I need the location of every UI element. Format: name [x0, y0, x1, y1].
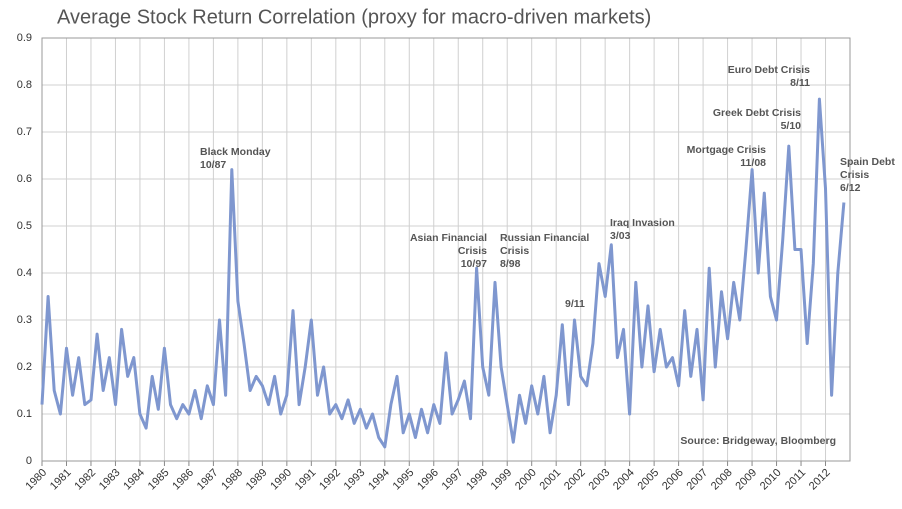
- annotation: 11/08: [740, 157, 766, 169]
- annotation: Crisis: [840, 169, 869, 181]
- x-tick-label: 1991: [293, 467, 319, 493]
- x-tick-label: 2006: [660, 467, 686, 493]
- x-tick-label: 1984: [121, 467, 147, 493]
- annotation: Black Monday: [200, 146, 271, 158]
- annotation: Spain Debt: [840, 156, 895, 168]
- annotation: 5/10: [781, 120, 802, 132]
- annotation: 9/11: [565, 298, 585, 310]
- x-tick-label: 2004: [611, 467, 637, 493]
- x-tick-label: 1987: [195, 467, 221, 493]
- y-tick-label: 0.5: [17, 220, 32, 232]
- y-tick-label: 0: [26, 455, 32, 467]
- annotation: Euro Debt Crisis: [728, 64, 810, 76]
- annotation: 3/03: [610, 230, 631, 242]
- annotation: Mortgage Crisis: [687, 144, 767, 156]
- x-tick-label: 1999: [489, 467, 515, 493]
- x-tick-label: 1995: [391, 467, 417, 493]
- annotation: Asian Financial: [410, 232, 487, 244]
- x-tick-label: 1989: [244, 467, 270, 493]
- x-tick-label: 2011: [783, 467, 808, 492]
- y-tick-label: 0.3: [17, 314, 32, 326]
- annotation: Crisis: [500, 245, 529, 257]
- x-tick-label: 1980: [23, 467, 49, 493]
- x-tick-label: 1994: [366, 467, 392, 493]
- annotation: 8/11: [790, 77, 810, 89]
- y-tick-label: 0.1: [17, 408, 32, 420]
- x-tick-label: 2009: [733, 467, 759, 493]
- x-tick-label: 1992: [317, 467, 343, 493]
- annotation: 10/97: [461, 258, 487, 270]
- x-tick-label: 1983: [97, 467, 123, 493]
- x-tick-label: 1996: [415, 467, 441, 493]
- x-tick-label: 1990: [268, 467, 294, 493]
- annotation: Greek Debt Crisis: [713, 107, 801, 119]
- x-tick-label: 1982: [72, 467, 98, 493]
- annotation: Iraq Invasion: [610, 217, 675, 229]
- annotation: 10/87: [200, 159, 226, 171]
- y-tick-label: 0.4: [17, 267, 32, 279]
- x-tick-label: 1997: [440, 467, 466, 493]
- chart-title: Average Stock Return Correlation (proxy …: [57, 6, 651, 28]
- x-tick-label: 2010: [758, 467, 784, 493]
- x-tick-label: 2001: [538, 467, 564, 493]
- x-tick-label: 1986: [170, 467, 196, 493]
- x-tick-label: 2003: [587, 467, 613, 493]
- x-tick-label: 2005: [635, 467, 661, 493]
- y-tick-label: 0.8: [17, 79, 32, 91]
- x-tick-label: 2007: [684, 467, 710, 493]
- annotation: 6/12: [840, 182, 861, 194]
- x-tick-label: 1993: [342, 467, 368, 493]
- x-tick-label: 2008: [709, 467, 735, 493]
- annotation: Russian Financial: [500, 232, 589, 244]
- x-tick-label: 2000: [513, 467, 539, 493]
- x-tick-label: 1988: [219, 467, 245, 493]
- y-tick-label: 0.6: [17, 173, 32, 185]
- annotation: 8/98: [500, 258, 521, 270]
- data-line: [40, 97, 846, 449]
- x-tick-label: 2002: [562, 467, 588, 493]
- plot-frame: [41, 37, 851, 462]
- x-tick-label: 2012: [807, 467, 833, 493]
- x-tick-label: 1985: [146, 467, 172, 493]
- x-tick-label: 1981: [48, 467, 74, 493]
- y-tick-label: 0.2: [17, 361, 32, 373]
- y-tick-label: 0.9: [17, 32, 32, 44]
- annotation: Crisis: [458, 245, 487, 257]
- x-tick-label: 1998: [464, 467, 490, 493]
- annotation: Source: Bridgeway, Bloomberg: [680, 435, 836, 447]
- y-tick-label: 0.7: [17, 126, 32, 138]
